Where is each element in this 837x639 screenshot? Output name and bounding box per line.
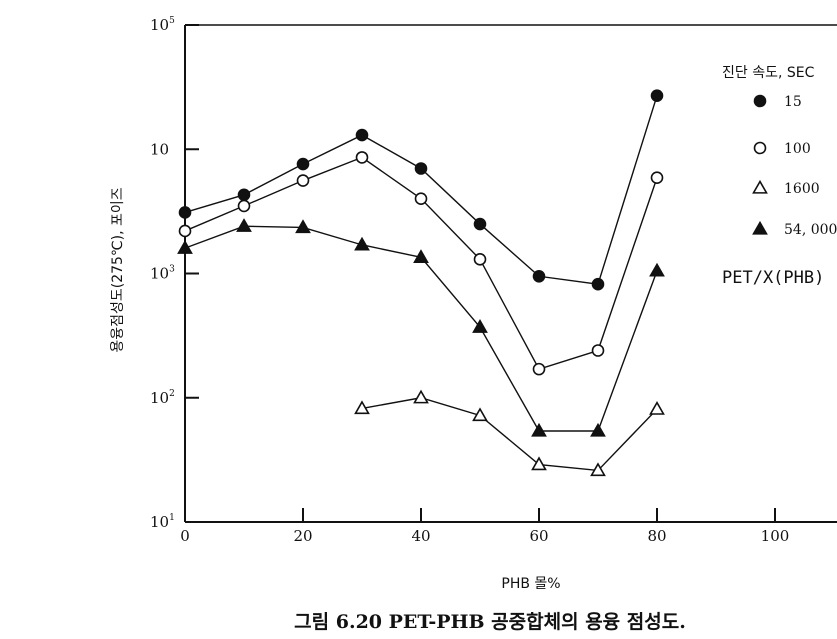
data-point-1-8	[650, 171, 664, 185]
legend-marker-0	[753, 94, 767, 108]
x-tick-label: 40	[411, 527, 430, 545]
data-point-1-0	[178, 224, 192, 238]
series-markers	[177, 89, 665, 477]
y-tick-label: 102	[150, 389, 175, 407]
legend-label-3: 54, 000	[784, 222, 837, 238]
legend-marker-3	[752, 220, 768, 235]
data-point-3-1	[236, 218, 252, 232]
data-point-0-6	[532, 269, 546, 283]
y-tick-label: 10	[150, 140, 169, 158]
data-point-3-0	[177, 240, 193, 254]
data-point-0-7	[591, 277, 605, 291]
x-axis-title: PHB 몰%	[501, 576, 560, 592]
data-point-0-1	[237, 188, 251, 202]
legend-marker-2	[752, 179, 768, 194]
x-ticks: 0 20 40 60 80 100	[180, 508, 789, 545]
x-tick-label: 0	[180, 527, 190, 545]
data-point-2-4	[590, 462, 606, 477]
data-point-2-5	[649, 401, 665, 415]
data-point-1-1	[237, 199, 251, 213]
legend-label-0: 15	[784, 94, 802, 110]
data-point-1-6	[532, 362, 546, 376]
data-point-3-8	[649, 262, 665, 277]
y-ticks: 101 102 103 10 105	[150, 16, 199, 531]
data-point-0-8	[650, 89, 664, 102]
data-point-2-0	[354, 400, 370, 415]
series-line-2	[361, 397, 658, 472]
legend-title: 진단 속도, SEC	[722, 65, 815, 81]
blend-label: PET/X(PHB)	[722, 268, 824, 288]
y-tick-label: 103	[150, 265, 175, 283]
legend: 진단 속도, SEC 15 100 1600 54, 000	[722, 65, 837, 238]
data-point-1-2	[296, 174, 310, 187]
x-tick-label: 100	[761, 527, 790, 545]
legend-label-1: 100	[784, 141, 811, 157]
data-point-0-0	[178, 206, 192, 219]
x-tick-label: 60	[529, 527, 548, 545]
data-point-0-3	[355, 128, 369, 142]
data-point-3-5	[472, 319, 488, 333]
data-point-3-7	[590, 422, 606, 437]
legend-marker-1	[753, 141, 767, 155]
legend-label-2: 1600	[784, 181, 820, 197]
data-point-3-2	[295, 219, 311, 234]
data-point-1-7	[591, 344, 605, 357]
y-tick-label: 101	[150, 513, 175, 531]
x-tick-label: 80	[647, 527, 666, 545]
data-point-2-3	[531, 456, 547, 471]
data-point-1-5	[473, 253, 487, 266]
data-point-3-3	[354, 236, 370, 251]
y-tick-label: 105	[150, 16, 175, 34]
data-point-0-4	[414, 162, 428, 175]
data-point-2-2	[472, 407, 488, 422]
data-point-0-5	[473, 217, 487, 231]
x-tick-label: 20	[293, 527, 312, 545]
series-lines	[184, 95, 658, 472]
data-point-1-3	[355, 151, 369, 164]
data-point-0-2	[296, 157, 310, 171]
data-point-3-4	[413, 249, 429, 263]
data-point-3-6	[531, 422, 547, 437]
data-point-1-4	[414, 192, 428, 205]
figure-caption: 그림 6.20 PET-PHB 공중합체의 용융 점성도.	[294, 611, 686, 633]
data-point-2-1	[413, 389, 429, 404]
y-axis-title: 용융점성도(275℃), 포이즈	[110, 187, 126, 352]
